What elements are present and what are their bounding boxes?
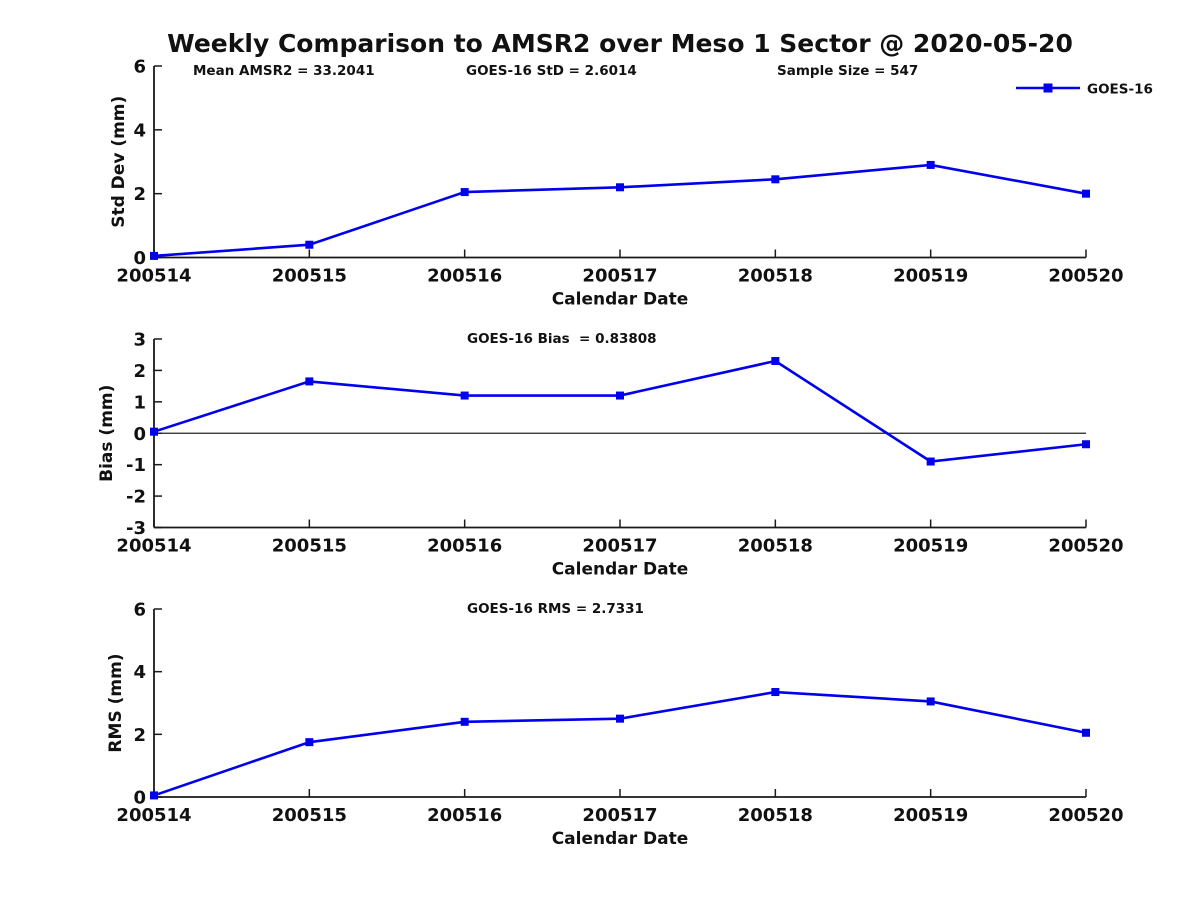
- data-point-marker: [771, 356, 780, 365]
- x-tick-label: 200518: [738, 536, 813, 557]
- y-axis-label: RMS (mm): [106, 653, 126, 752]
- annotation-text: Mean AMSR2 = 33.2041: [193, 63, 375, 79]
- data-point-marker: [926, 457, 935, 466]
- legend-label: GOES-16: [1087, 82, 1153, 98]
- figure-title: Weekly Comparison to AMSR2 over Meso 1 S…: [167, 29, 1073, 58]
- data-point-marker: [1082, 440, 1090, 449]
- y-tick-label: 6: [133, 600, 146, 621]
- data-point-marker: [460, 188, 469, 197]
- data-point-marker: [305, 738, 314, 747]
- x-tick-label: 200514: [116, 266, 191, 287]
- data-point-marker: [460, 717, 469, 726]
- y-tick-label: 4: [133, 662, 146, 683]
- annotation-text: GOES-16 Bias = 0.83808: [467, 331, 657, 347]
- x-tick-label: 200518: [738, 805, 813, 826]
- y-tick-label: 4: [133, 120, 146, 141]
- annotation-text: Sample Size = 547: [777, 63, 918, 79]
- x-tick-label: 200515: [272, 805, 347, 826]
- data-point-marker: [305, 377, 314, 386]
- annotation-text: GOES-16 RMS = 2.7331: [467, 601, 644, 617]
- legend: GOES-16: [1016, 82, 1153, 98]
- y-tick-label: 0: [133, 788, 146, 809]
- stddev-panel: 0 2 4 6 200514 200515 200516 200517 200518 200519…: [109, 57, 1153, 310]
- data-point-marker: [771, 688, 780, 697]
- rms-panel: 0 2 4 6 200514 200515 200516 200517 200518 200519…: [106, 600, 1124, 850]
- x-tick-label: 200515: [272, 536, 347, 557]
- x-tick-label: 200516: [427, 266, 502, 287]
- x-tick-label: 200518: [738, 266, 813, 287]
- x-tick-label: 200514: [116, 805, 191, 826]
- x-tick-label: 200516: [427, 805, 502, 826]
- data-point-marker: [460, 391, 469, 400]
- x-tick-label: 200520: [1048, 266, 1123, 287]
- x-tick-label: 200514: [116, 536, 191, 557]
- data-point-marker: [1082, 728, 1090, 737]
- x-tick-label: 200520: [1048, 805, 1123, 826]
- y-tick-label: -2: [126, 487, 146, 508]
- data-point-marker: [150, 251, 158, 260]
- y-axis-label: Std Dev (mm): [109, 96, 129, 228]
- y-tick-label: 2: [133, 725, 146, 746]
- data-point-marker: [616, 391, 624, 400]
- x-tick-label: 200519: [893, 805, 968, 826]
- series-line: [153, 690, 1087, 797]
- legend-marker: [1043, 83, 1053, 93]
- x-axis-label: Calendar Date: [552, 290, 689, 310]
- x-axis-label: Calendar Date: [552, 829, 689, 849]
- data-point-marker: [926, 697, 935, 706]
- series-line: [153, 163, 1087, 258]
- data-point-marker: [926, 160, 935, 169]
- y-axis-label: Bias (mm): [97, 385, 117, 482]
- data-point-marker: [1082, 189, 1090, 198]
- x-axis-label: Calendar Date: [552, 560, 689, 580]
- x-tick-label: 200520: [1048, 536, 1123, 557]
- annotation-text: GOES-16 StD = 2.6014: [466, 63, 637, 79]
- y-tick-label: 0: [133, 424, 146, 445]
- y-tick-label: 3: [133, 330, 146, 351]
- data-point-marker: [616, 183, 624, 192]
- y-tick-label: -1: [126, 455, 146, 476]
- x-tick-label: 200516: [427, 536, 502, 557]
- data-point-marker: [305, 240, 314, 249]
- y-tick-label: 0: [133, 248, 146, 269]
- data-point-marker: [150, 427, 158, 436]
- y-tick-label: 2: [133, 184, 146, 205]
- data-point-marker: [616, 714, 624, 723]
- series-line: [153, 359, 1087, 463]
- x-tick-label: 200515: [272, 266, 347, 287]
- y-tick-label: 6: [133, 57, 146, 78]
- x-tick-label: 200519: [893, 536, 968, 557]
- x-tick-label: 200517: [582, 805, 657, 826]
- x-tick-label: 200519: [893, 266, 968, 287]
- x-tick-label: 200517: [582, 266, 657, 287]
- y-tick-label: 2: [133, 361, 146, 382]
- y-tick-label: -3: [126, 518, 146, 539]
- y-tick-label: 1: [133, 392, 146, 413]
- data-point-marker: [771, 175, 780, 184]
- data-point-marker: [150, 791, 158, 800]
- x-tick-label: 200517: [582, 536, 657, 557]
